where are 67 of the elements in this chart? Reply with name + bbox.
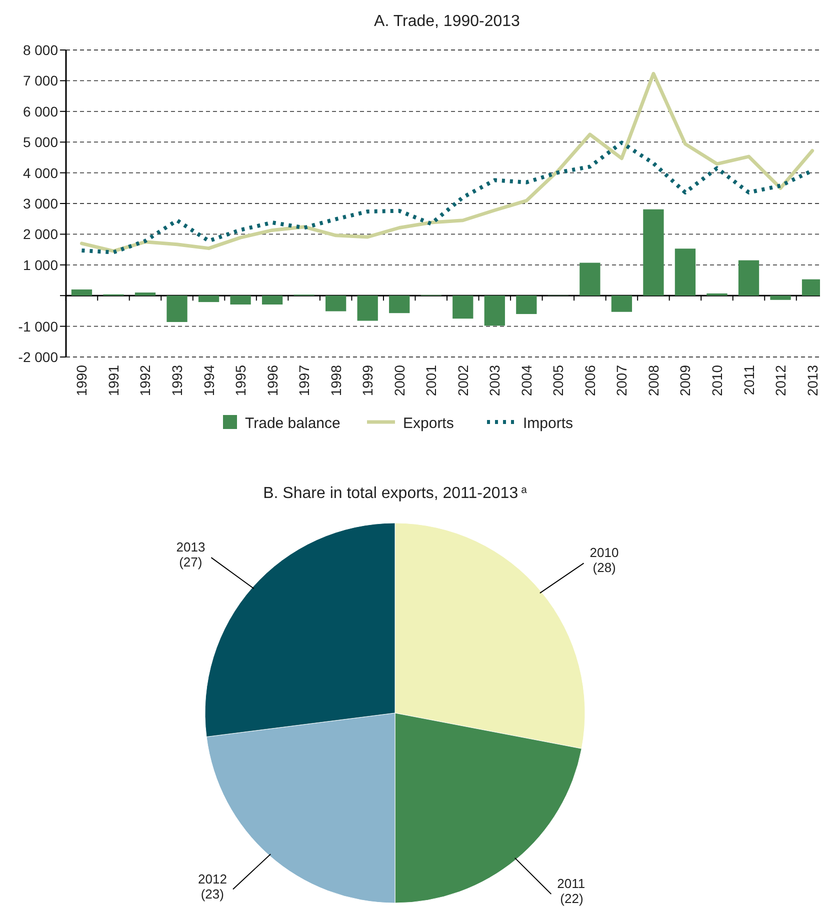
legend-label: Exports: [403, 415, 454, 432]
bar: [452, 296, 474, 319]
bar: [706, 293, 728, 296]
bar: [166, 296, 188, 322]
x-tick-label: 2004: [518, 364, 534, 396]
bar: [326, 296, 346, 312]
slice-label: 2011: [557, 876, 586, 892]
bar: [71, 289, 92, 296]
y-tick-label: -1 000: [18, 318, 58, 334]
bar: [357, 296, 378, 321]
slice-label: 2010: [590, 545, 619, 560]
y-tick-label: 1 000: [22, 256, 58, 273]
x-tick-label: 2012: [772, 364, 789, 396]
y-tick-label: -2 000: [18, 349, 58, 365]
legend-label: Imports: [523, 415, 574, 432]
y-tick-label: 8 000: [22, 42, 58, 58]
y-tick-label: 3 000: [22, 196, 58, 212]
x-tick-label: 1998: [328, 364, 344, 396]
chart-title: B. Share in total exports, 2011-2013$^{a}$: [263, 484, 528, 502]
x-tick-label: 1993: [169, 364, 186, 396]
bar: [674, 248, 696, 296]
x-tick-label: 2003: [486, 364, 503, 396]
x-tick-label: 1999: [360, 364, 376, 396]
y-tick-label: 5 000: [22, 134, 58, 150]
y-tick-label: 2 000: [22, 226, 58, 242]
bar: [389, 296, 410, 314]
x-tick-label: 1990: [74, 364, 90, 396]
x-tick-label: 2002: [454, 364, 471, 396]
bar: [262, 296, 283, 305]
x-tick-label: 2001: [423, 364, 440, 396]
x-tick-label: 2011: [740, 364, 757, 396]
bar: [198, 296, 220, 302]
x-tick-label: 2009: [677, 364, 694, 396]
x-tick-label: 1992: [137, 364, 154, 396]
chart-title: A. Trade, 1990-2013: [374, 13, 520, 30]
data-label: (22): [560, 891, 584, 906]
bar: [770, 296, 791, 300]
bar: [738, 260, 760, 296]
x-tick-label: 2013: [804, 364, 820, 396]
x-tick-label: 2007: [614, 364, 630, 396]
data-label: (27): [179, 554, 202, 570]
x-tick-label: 1997: [296, 364, 312, 396]
y-tick-label: 6 000: [22, 103, 58, 120]
x-tick-label: 1995: [232, 364, 249, 396]
slice-label: 2012: [198, 871, 227, 886]
bar: [611, 296, 632, 312]
x-tick-label: 1996: [264, 364, 280, 396]
bar: [643, 209, 664, 296]
bar: [580, 262, 600, 296]
bar: [516, 296, 537, 314]
x-tick-label: 2006: [582, 364, 598, 396]
x-tick-label: 2000: [391, 364, 408, 396]
line-series: [80, 72, 814, 253]
x-tick-label: 1991: [105, 364, 122, 396]
y-tick-label: 7 000: [22, 72, 58, 89]
x-tick-label: 2005: [550, 364, 566, 396]
bar: [134, 292, 156, 296]
bar: [230, 296, 251, 305]
x-tick-label: 2010: [708, 364, 725, 396]
y-tick-label: 4 000: [22, 164, 58, 181]
x-tick-label: 1994: [200, 364, 217, 396]
data-label: (23): [200, 886, 224, 902]
legend-label: Trade balance: [245, 415, 340, 432]
x-tick-label: 2008: [645, 364, 662, 396]
data-label: (28): [592, 560, 616, 576]
bar: [484, 296, 505, 326]
slice-label: 2013: [176, 540, 206, 555]
